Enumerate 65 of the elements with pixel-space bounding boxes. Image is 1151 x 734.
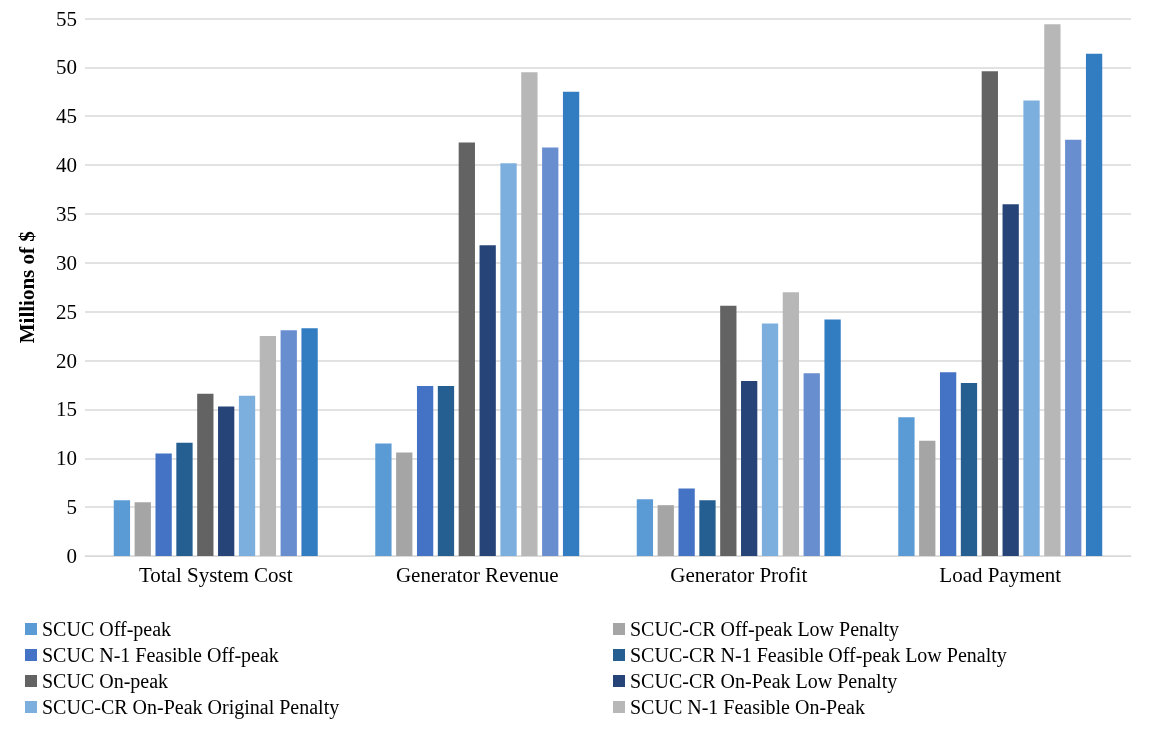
y-tick-label: 5 xyxy=(66,495,77,520)
y-tick-label: 40 xyxy=(56,153,77,178)
bar xyxy=(458,142,475,556)
y-tick-label: 55 xyxy=(56,6,77,31)
bar xyxy=(197,393,214,556)
bar xyxy=(176,442,193,556)
bar xyxy=(636,499,654,556)
bar xyxy=(1002,204,1019,556)
x-tick-label: Total System Cost xyxy=(138,562,293,587)
bar xyxy=(803,373,820,556)
bar xyxy=(396,452,413,556)
bar xyxy=(437,385,455,556)
bar xyxy=(919,440,936,556)
bar xyxy=(562,91,580,556)
bar xyxy=(238,395,256,556)
bar xyxy=(898,417,915,556)
y-tick-label: 25 xyxy=(56,299,77,324)
legend-label: SCUC-CR On-Peak Original Penalty xyxy=(42,696,340,719)
legend-label: SCUC-CR On-Peak Low Penalty xyxy=(630,670,898,693)
bar xyxy=(301,328,318,556)
y-tick-label: 0 xyxy=(66,544,77,568)
bar xyxy=(542,147,559,556)
x-tick-label: Generator Profit xyxy=(670,562,808,587)
legend-label: SCUC On-peak xyxy=(42,670,169,693)
y-tick-label: 50 xyxy=(56,55,77,80)
y-axis-title: Millions of $ xyxy=(14,231,39,344)
bar xyxy=(1023,100,1040,556)
bar xyxy=(782,292,800,556)
bar xyxy=(375,443,392,556)
legend-label: SCUC-CR N-1 Feasible Off-peak Low Penalty xyxy=(630,644,1007,667)
legend-label: SCUC Off-peak xyxy=(42,618,172,641)
y-tick-label: 30 xyxy=(56,250,77,275)
bar xyxy=(500,163,517,556)
bar xyxy=(720,305,737,556)
bar xyxy=(479,245,496,556)
bar xyxy=(741,381,758,556)
bar xyxy=(259,336,277,556)
bar xyxy=(155,453,172,556)
legend-label: SCUC N-1 Feasible Off-peak xyxy=(42,644,279,667)
bar xyxy=(1044,24,1061,556)
y-tick-label: 45 xyxy=(56,104,77,129)
y-tick-label: 10 xyxy=(56,446,77,471)
bar xyxy=(699,500,716,556)
y-tick-label: 35 xyxy=(56,201,77,226)
bar xyxy=(981,71,998,556)
bar xyxy=(657,505,674,556)
bar xyxy=(134,502,151,556)
bar xyxy=(678,488,695,556)
x-tick-label: Load Payment xyxy=(939,562,1062,587)
y-tick-label: 15 xyxy=(56,397,77,422)
bar xyxy=(521,72,538,556)
bar xyxy=(1085,53,1103,556)
bar xyxy=(939,372,957,556)
y-tick-label: 20 xyxy=(56,348,77,373)
bar xyxy=(960,383,978,556)
bar xyxy=(416,385,434,556)
x-tick-label: Generator Revenue xyxy=(395,562,559,587)
legend-label: SCUC N-1 Feasible On-Peak xyxy=(630,696,865,718)
bar xyxy=(218,406,235,556)
bar xyxy=(113,500,131,556)
bar xyxy=(761,323,779,556)
bar xyxy=(824,319,841,556)
legend-label: SCUC-CR Off-peak Low Penalty xyxy=(630,618,900,641)
bar xyxy=(280,330,297,556)
bar xyxy=(1065,139,1082,556)
